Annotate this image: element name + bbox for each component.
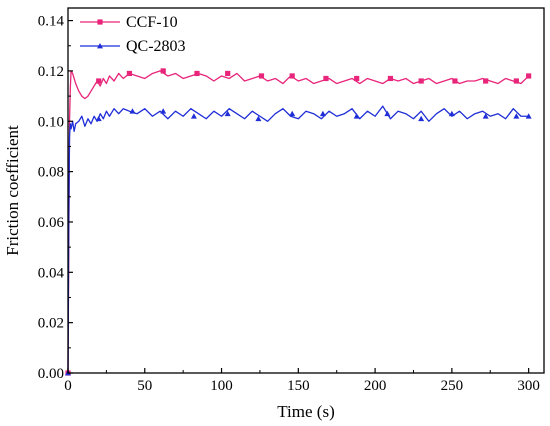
data-point-qc-2803	[513, 113, 520, 119]
data-point-qc-2803	[384, 110, 391, 117]
data-point-ccf-10	[225, 70, 231, 77]
y-tick-label: 0.10	[38, 114, 64, 130]
y-axis-title: Friction coefficient	[3, 125, 22, 256]
y-tick-label: 0.06	[38, 215, 65, 231]
data-point-ccf-10	[418, 78, 424, 84]
plot-frame	[67, 7, 545, 374]
x-tick-label: 50	[137, 378, 152, 394]
data-point-qc-2803	[525, 113, 532, 119]
data-point-qc-2803	[353, 113, 360, 119]
data-point-qc-2803	[95, 115, 102, 122]
data-point-qc-2803	[418, 115, 425, 122]
x-tick-label: 250	[441, 378, 464, 394]
y-tick-label: 0.12	[38, 64, 64, 80]
data-point-ccf-10	[194, 70, 200, 77]
data-point-qc-2803	[129, 108, 136, 114]
data-point-qc-2803	[319, 110, 326, 117]
y-tick-label: 0.08	[38, 165, 64, 181]
y-tick-label: 0.02	[38, 316, 64, 332]
series-layer	[65, 68, 532, 376]
data-point-ccf-10	[323, 75, 329, 82]
data-point-ccf-10	[526, 73, 532, 79]
x-tick-label: 100	[210, 378, 233, 394]
legend-label-ccf-10: CCF-10	[126, 14, 178, 31]
data-point-qc-2803	[289, 110, 296, 117]
legend: CCF-10 QC-2803	[80, 14, 186, 55]
data-point-ccf-10	[483, 78, 489, 84]
data-point-qc-2803	[224, 110, 231, 117]
data-point-qc-2803	[448, 110, 455, 117]
x-tick-label: 0	[64, 378, 72, 394]
data-point-ccf-10	[513, 78, 519, 84]
x-tick-label: 300	[517, 378, 540, 394]
legend-label-qc-2803: QC-2803	[126, 38, 186, 55]
data-point-ccf-10	[160, 68, 166, 74]
series-line-qc-2803	[67, 105, 529, 374]
data-point-ccf-10	[126, 70, 133, 77]
data-point-ccf-10	[258, 73, 265, 79]
data-point-qc-2803	[255, 115, 262, 122]
y-tick-label: 0.00	[38, 366, 64, 382]
legend-marker-qc-2803	[97, 43, 103, 49]
y-tick-label: 0.04	[38, 265, 65, 281]
y-tick-label: 0.14	[38, 14, 65, 30]
data-point-ccf-10	[96, 78, 102, 84]
data-point-qc-2803	[190, 113, 197, 119]
ticks-layer: 0 50 100 150 200 250 300 0.00 0.02 0.04 0.06 0.08 0.…	[38, 14, 540, 394]
data-point-qc-2803	[482, 113, 489, 119]
x-tick-label: 150	[287, 378, 310, 394]
x-tick-label: 200	[364, 378, 387, 394]
data-point-qc-2803	[160, 108, 167, 114]
data-point-ccf-10	[452, 78, 458, 84]
x-axis-title: Time (s)	[277, 402, 334, 421]
legend-marker-ccf-10	[97, 19, 103, 25]
data-point-ccf-10	[387, 75, 394, 82]
series-line-ccf-10	[67, 70, 530, 374]
data-point-ccf-10	[289, 73, 295, 79]
data-point-ccf-10	[354, 75, 360, 82]
